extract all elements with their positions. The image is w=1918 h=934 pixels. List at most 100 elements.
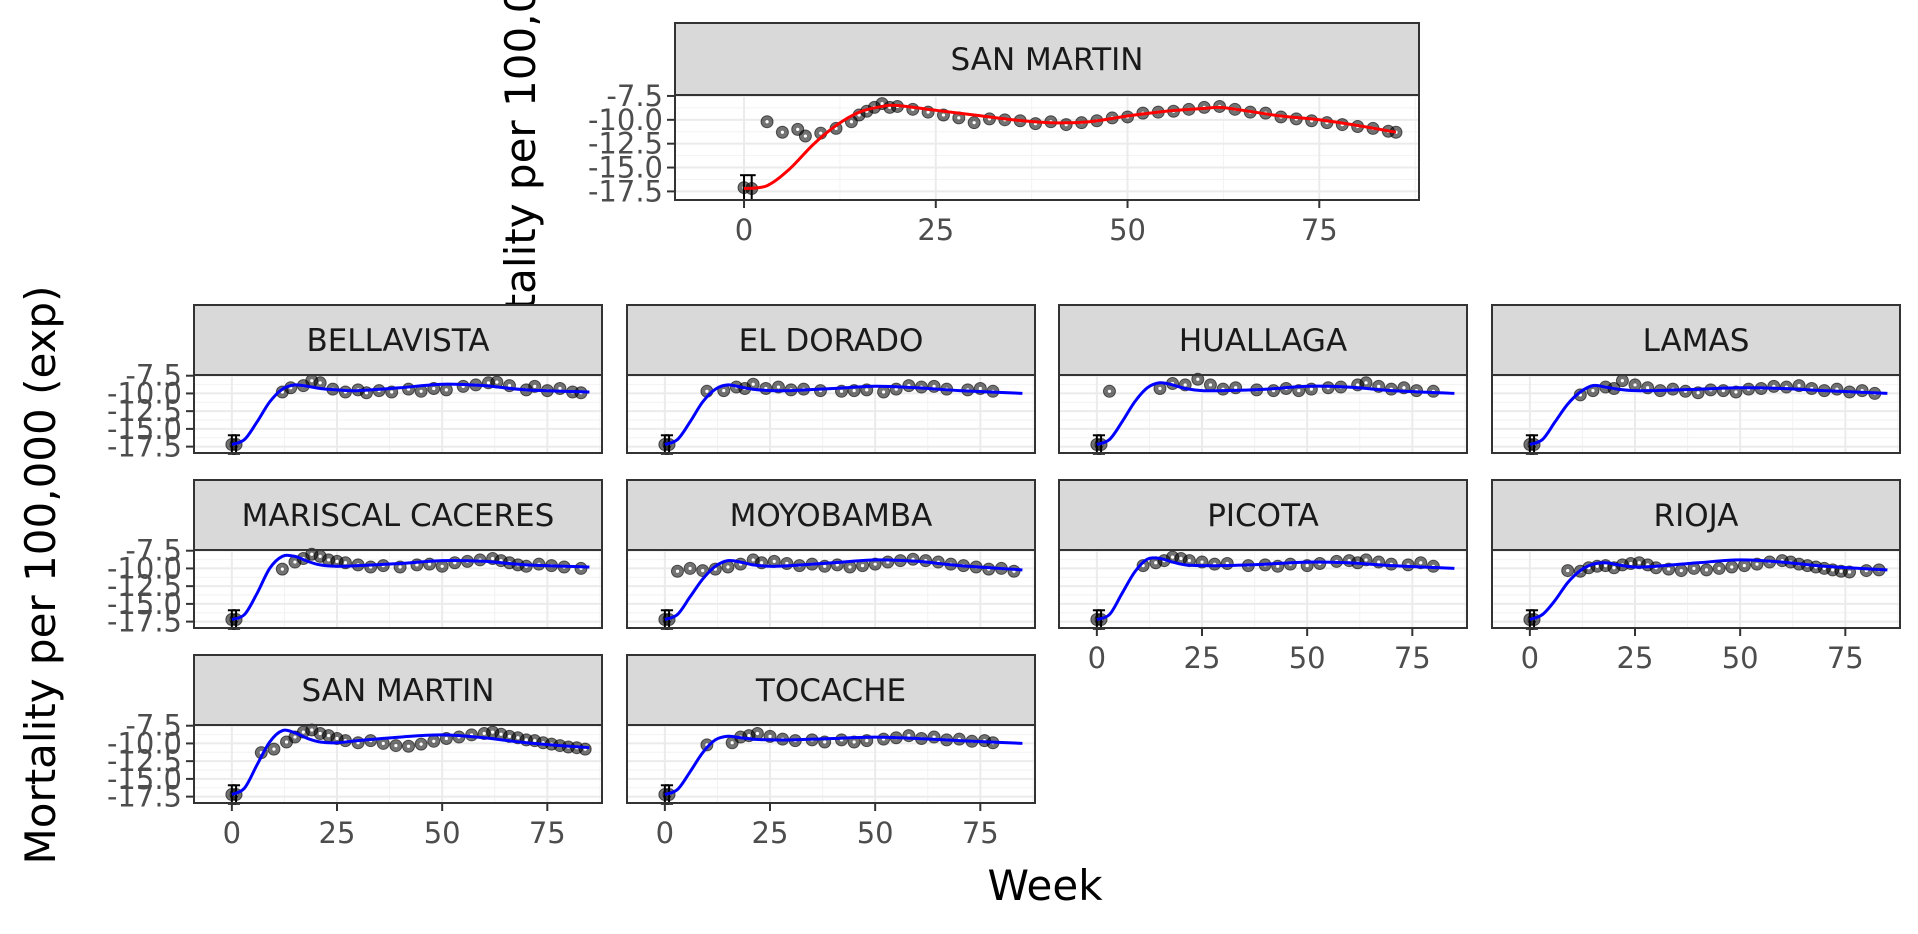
- panel-border: [1058, 549, 1468, 629]
- data-point-center: [865, 739, 869, 743]
- fitted-line: [743, 103, 1397, 190]
- data-point-center: [823, 740, 827, 744]
- data-point-center: [499, 732, 503, 736]
- fitted-line: [1529, 383, 1888, 446]
- facet-strip-label: MARISCAL CACERES: [242, 498, 555, 534]
- data-points: [225, 547, 588, 626]
- y-tick-label: -7.5: [125, 534, 182, 568]
- panel-border: [193, 724, 603, 804]
- data-point-center: [1620, 379, 1624, 383]
- data-point-center: [1721, 389, 1725, 393]
- facet-strip: [193, 654, 603, 726]
- data-point-center: [491, 556, 495, 561]
- data-point-center: [558, 386, 562, 391]
- data-point-center: [803, 134, 807, 138]
- x-tick-label: 50: [857, 816, 894, 850]
- facet-panel: PICOTA 0 25 50 75: [1058, 479, 1468, 675]
- data-point-center: [318, 381, 322, 385]
- x-axis-title: Week: [987, 861, 1103, 910]
- fitted-line: [231, 382, 590, 446]
- data-point-center: [785, 561, 789, 566]
- panel-border: [1058, 374, 1468, 454]
- data-point-center: [726, 565, 730, 569]
- x-tick-label: 75: [529, 816, 566, 850]
- y-tick-label: -15.0: [107, 587, 182, 621]
- facet-strip: [626, 654, 1036, 726]
- data-point-center: [1730, 565, 1734, 569]
- data-point-center: [1364, 381, 1368, 385]
- data-point-center: [1839, 569, 1843, 573]
- x-tick-label: 75: [1394, 641, 1431, 675]
- panel-border: [193, 549, 603, 629]
- data-point-center: [495, 380, 499, 384]
- data-point-center: [1276, 564, 1280, 568]
- facet-strip-label: LAMAS: [1643, 323, 1750, 359]
- data-point-center: [1208, 383, 1213, 387]
- fitted-line: [231, 553, 590, 621]
- data-point-center: [1696, 391, 1700, 395]
- data-point-center: [873, 562, 877, 566]
- data-point-center: [1717, 566, 1721, 571]
- facet-strip-label: SAN MARTIN: [301, 673, 494, 709]
- data-point-center: [1629, 561, 1633, 566]
- data-point-center: [941, 113, 946, 117]
- y-tick-label: -15.0: [588, 151, 663, 185]
- facet-strip-label: MOYOBAMBA: [730, 498, 933, 534]
- facet-panel: TOCACHE 0 25 50 75: [626, 654, 1036, 850]
- x-tick-label: 0: [223, 816, 241, 850]
- facet-panel: HUALLAGA: [1058, 304, 1468, 455]
- data-point-center: [486, 381, 491, 385]
- data-point-center: [310, 728, 314, 732]
- data-point-center: [444, 388, 448, 392]
- data-point-center: [835, 563, 839, 567]
- data-point-center: [335, 736, 339, 741]
- data-point-center: [432, 739, 436, 743]
- data-point-center: [907, 734, 911, 738]
- data-point-center: [318, 731, 322, 736]
- data-point-center: [1179, 556, 1183, 561]
- data-point-center: [1305, 564, 1309, 568]
- y-tick-label: -17.5: [107, 430, 182, 464]
- facet-panels: SAN MARTIN-7.5-10.0-12.5-15.0-17.50 25 50 7…: [107, 22, 1901, 850]
- x-tick-label: 50: [1109, 213, 1146, 247]
- data-point-center: [932, 384, 936, 388]
- facet-panel: EL DORADO: [626, 304, 1036, 455]
- data-point-center: [364, 391, 369, 395]
- y-tick-label: -12.5: [107, 569, 182, 603]
- facet-strip-label: SAN MARTIN: [950, 42, 1143, 78]
- data-points: [658, 727, 1000, 801]
- y-tick-label: -17.5: [107, 605, 182, 639]
- fitted-line: [1096, 556, 1455, 621]
- data-point-center: [280, 567, 284, 571]
- data-point-center: [1309, 387, 1313, 391]
- data-point-center: [310, 552, 314, 556]
- y-tick-label: -15.0: [107, 412, 182, 446]
- y-tick-label: -10.0: [107, 726, 182, 760]
- y-tick-label: -10.0: [588, 103, 663, 137]
- data-point-center: [398, 565, 402, 569]
- data-point-center: [394, 743, 398, 748]
- data-point-center: [1364, 558, 1368, 562]
- data-point-center: [1183, 383, 1187, 387]
- data-point-center: [1591, 389, 1595, 393]
- facet-strip-label: BELLAVISTA: [306, 323, 489, 359]
- data-point-center: [796, 127, 800, 131]
- data-point-center: [1734, 390, 1738, 394]
- facet-strip-label: RIOJA: [1654, 498, 1739, 534]
- x-tick-label: 75: [1301, 213, 1338, 247]
- data-point-center: [1755, 562, 1759, 566]
- y-tick-label: -7.5: [606, 79, 663, 113]
- data-point-center: [688, 566, 692, 571]
- x-tick-label: 0: [1521, 641, 1539, 675]
- data-point-center: [533, 739, 537, 743]
- x-tick-label: 0: [735, 213, 753, 247]
- data-point-center: [780, 130, 784, 134]
- facet-strip: [626, 304, 1036, 376]
- data-point-center: [894, 387, 898, 391]
- x-tick-label: 25: [1617, 641, 1654, 675]
- data-point-center: [507, 384, 512, 388]
- data-point-center: [326, 734, 331, 738]
- data-point-center: [852, 740, 856, 744]
- data-point-center: [1234, 386, 1238, 390]
